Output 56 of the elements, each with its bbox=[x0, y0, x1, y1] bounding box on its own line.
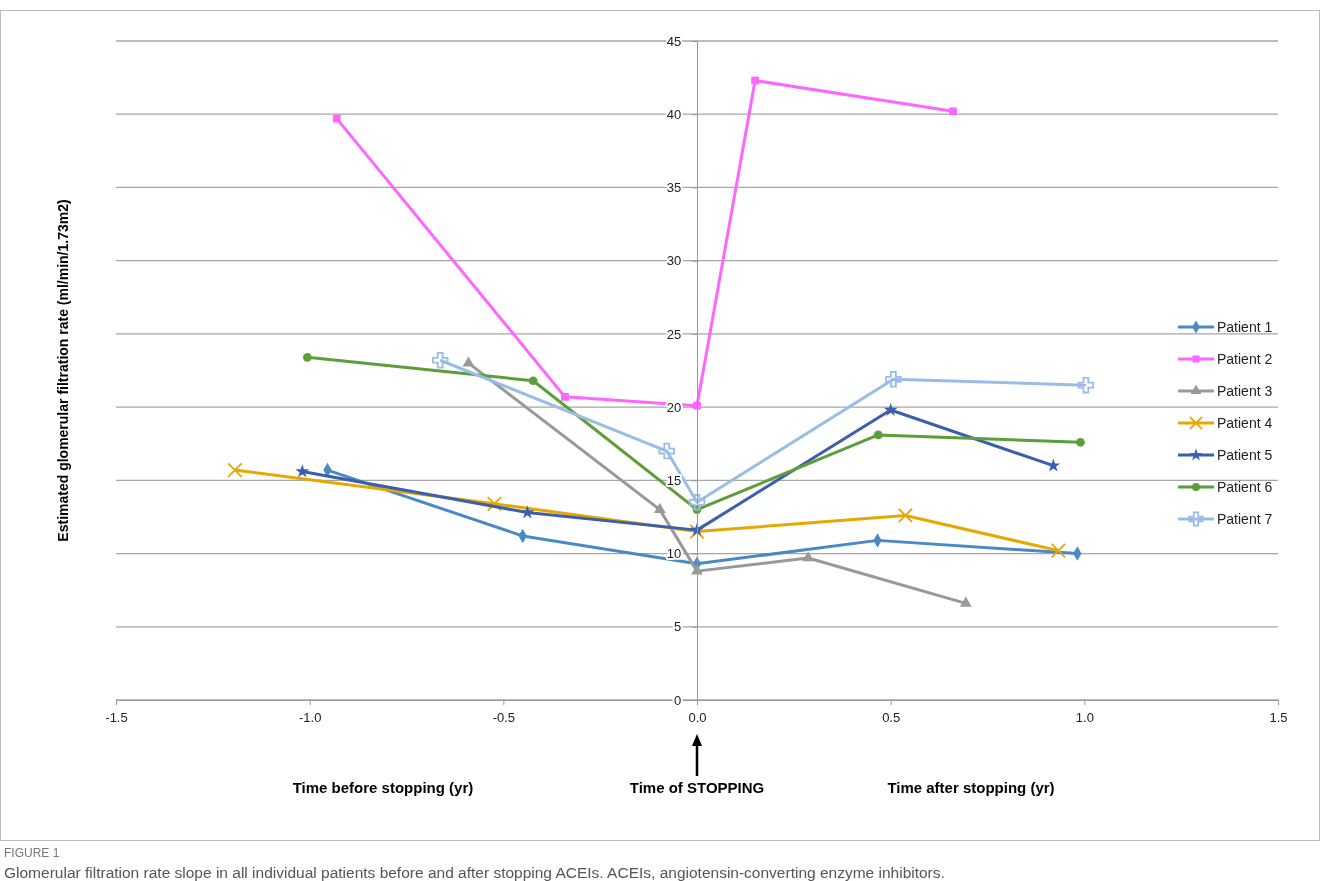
point bbox=[486, 496, 503, 512]
text: Time before stopping (yr) bbox=[292, 779, 474, 796]
point bbox=[959, 596, 972, 607]
x-tick-label: 1.0 bbox=[1075, 710, 1094, 726]
y-tick-label: 20 bbox=[666, 399, 682, 415]
point bbox=[1046, 458, 1061, 472]
point bbox=[653, 502, 666, 514]
point bbox=[802, 551, 815, 562]
point bbox=[883, 402, 898, 416]
point bbox=[688, 494, 706, 511]
caption: FIGURE 1 bbox=[4, 846, 60, 860]
legend-label: Patient 3 bbox=[1217, 382, 1273, 399]
y-tick-label: 45 bbox=[666, 33, 682, 49]
point bbox=[1050, 542, 1067, 559]
point bbox=[885, 371, 902, 388]
point bbox=[302, 352, 312, 362]
point bbox=[691, 564, 703, 575]
y-tick-label: 0 bbox=[673, 692, 682, 708]
y-tick-label: 10 bbox=[666, 546, 682, 562]
point bbox=[227, 462, 243, 478]
text: Time after stopping (yr) bbox=[887, 779, 1055, 796]
point bbox=[949, 107, 957, 116]
text: Glomerular filtration rate slope in all individual patients before and after stopping ACEIs. ACEIs, angiotensin-converting enzyme inhibitors. bbox=[4, 864, 945, 881]
point bbox=[658, 442, 676, 460]
point bbox=[751, 76, 759, 85]
y-tick-label: 35 bbox=[666, 180, 682, 196]
point bbox=[1076, 437, 1085, 447]
point bbox=[873, 430, 883, 440]
point bbox=[332, 114, 341, 123]
x-tick-label: -0.5 bbox=[492, 710, 516, 726]
x-tick-label: 0.5 bbox=[882, 710, 901, 726]
y-tick-label: 25 bbox=[666, 326, 682, 342]
point bbox=[897, 507, 914, 524]
x-tick-label: -1.5 bbox=[105, 710, 128, 726]
text: Time of STOPPING bbox=[629, 779, 765, 796]
point bbox=[431, 352, 449, 369]
legend-label: Patient 6 bbox=[1217, 478, 1273, 495]
y-tick-label: 30 bbox=[666, 253, 682, 269]
y-axis-title: Estimated glomerular filtration rate (ml/min/1.73m2) bbox=[55, 199, 71, 542]
point bbox=[462, 356, 475, 367]
point bbox=[561, 392, 569, 401]
legend-label: Patient 1 bbox=[1217, 318, 1273, 335]
y-tick-label: 40 bbox=[666, 106, 682, 122]
y-tick-label: 15 bbox=[666, 472, 682, 488]
legend-label: Patient 7 bbox=[1217, 510, 1273, 527]
y-tick-label: 5 bbox=[673, 619, 682, 635]
point bbox=[528, 376, 538, 386]
legend-label: Patient 5 bbox=[1217, 446, 1273, 463]
x-tick-label: -1.0 bbox=[298, 710, 322, 726]
point bbox=[1077, 376, 1095, 394]
legend-label: Patient 4 bbox=[1217, 414, 1273, 431]
legend-label: Patient 2 bbox=[1217, 350, 1273, 367]
point bbox=[520, 505, 535, 519]
point bbox=[295, 464, 310, 478]
x-tick-label: 0.0 bbox=[688, 710, 707, 726]
x-tick-label: 1.5 bbox=[1269, 710, 1288, 726]
